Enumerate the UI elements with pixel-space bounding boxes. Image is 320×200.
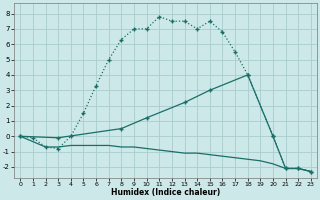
X-axis label: Humidex (Indice chaleur): Humidex (Indice chaleur) — [111, 188, 220, 197]
